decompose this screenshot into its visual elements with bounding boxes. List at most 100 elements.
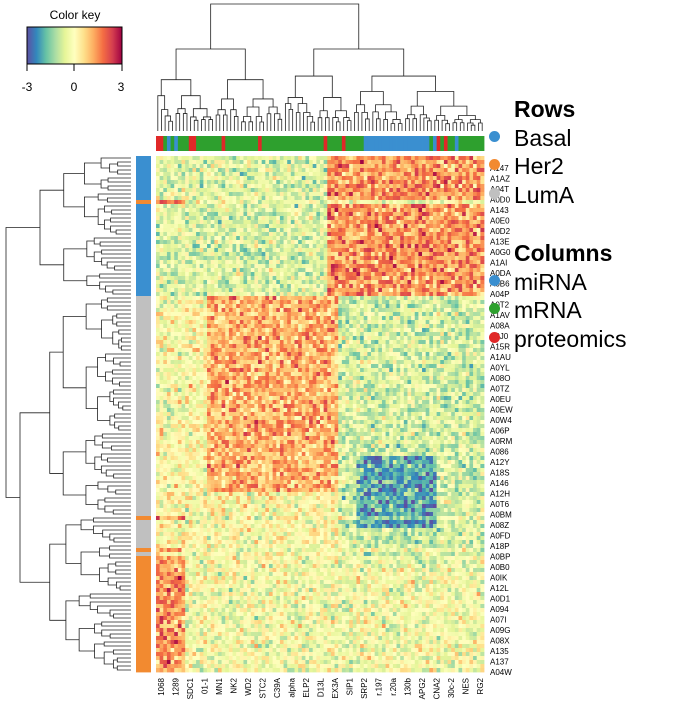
heatmap-cell <box>335 260 339 264</box>
heatmap-cell <box>353 168 357 172</box>
heatmap-cell <box>455 264 459 268</box>
heatmap-cell <box>418 172 422 176</box>
heatmap-cell <box>298 192 302 196</box>
heatmap-cell <box>407 356 411 360</box>
heatmap-cell <box>393 360 397 364</box>
heatmap-cell <box>411 260 415 264</box>
heatmap-cell <box>287 216 291 220</box>
heatmap-cell <box>156 340 160 344</box>
heatmap-cell <box>400 356 404 360</box>
heatmap-cell <box>225 240 229 244</box>
heatmap-cell <box>163 204 167 208</box>
heatmap-cell <box>298 308 302 312</box>
heatmap-cell <box>171 224 175 228</box>
heatmap-cell <box>262 336 266 340</box>
heatmap-cell <box>451 280 455 284</box>
heatmap-cell <box>251 340 255 344</box>
heatmap-cell <box>473 324 477 328</box>
heatmap-cell <box>437 200 441 204</box>
heatmap-cell <box>214 316 218 320</box>
heatmap-cell <box>247 284 251 288</box>
heatmap-cell <box>251 300 255 304</box>
heatmap-cell <box>284 312 288 316</box>
heatmap-cell <box>254 244 258 248</box>
heatmap-cell <box>222 272 226 276</box>
heatmap-cell <box>160 328 164 332</box>
heatmap-cell <box>254 164 258 168</box>
heatmap-cell <box>382 196 386 200</box>
heatmap-cell <box>305 348 309 352</box>
heatmap-cell <box>433 272 437 276</box>
heatmap-cell <box>291 340 295 344</box>
heatmap-cell <box>203 192 207 196</box>
heatmap-cell <box>353 196 357 200</box>
heatmap-cell <box>185 160 189 164</box>
heatmap-cell <box>211 368 215 372</box>
heatmap-cell <box>192 320 196 324</box>
heatmap-cell <box>196 224 200 228</box>
heatmap-cell <box>251 324 255 328</box>
heatmap-cell <box>247 240 251 244</box>
heatmap-cell <box>196 304 200 308</box>
heatmap-cell <box>466 228 470 232</box>
heatmap-cell <box>338 184 342 188</box>
heatmap-cell <box>156 360 160 364</box>
heatmap-cell <box>269 196 273 200</box>
heatmap-cell <box>382 372 386 376</box>
heatmap-cell <box>182 232 186 236</box>
heatmap-cell <box>437 336 441 340</box>
heatmap-cell <box>265 348 269 352</box>
heatmap-cell <box>163 260 167 264</box>
heatmap-cell <box>218 160 222 164</box>
heatmap-cell <box>247 292 251 296</box>
heatmap-cell <box>426 300 430 304</box>
heatmap-cell <box>200 196 204 200</box>
heatmap-cell <box>375 324 379 328</box>
heatmap-cell <box>182 280 186 284</box>
heatmap-cell <box>247 280 251 284</box>
heatmap-cell <box>455 200 459 204</box>
heatmap-cell <box>382 340 386 344</box>
heatmap-cell <box>236 188 240 192</box>
heatmap-cell <box>309 280 313 284</box>
heatmap-cell <box>254 300 258 304</box>
heatmap-cell <box>258 324 262 328</box>
heatmap-cell <box>466 208 470 212</box>
heatmap-cell <box>440 284 444 288</box>
heatmap-cell <box>229 216 233 220</box>
heatmap-cell <box>353 176 357 180</box>
heatmap-cell <box>240 352 244 356</box>
heatmap-cell <box>309 336 313 340</box>
heatmap-cell <box>225 320 229 324</box>
heatmap-cell <box>426 360 430 364</box>
heatmap-cell <box>429 204 433 208</box>
heatmap-cell <box>196 208 200 212</box>
heatmap-cell <box>291 268 295 272</box>
heatmap-cell <box>451 356 455 360</box>
heatmap-cell <box>258 180 262 184</box>
heatmap-cell <box>269 368 273 372</box>
heatmap-cell <box>254 376 258 380</box>
heatmap-cell <box>320 340 324 344</box>
heatmap-cell <box>265 336 269 340</box>
heatmap-cell <box>222 344 226 348</box>
heatmap-cell <box>302 284 306 288</box>
heatmap-cell <box>342 352 346 356</box>
heatmap-cell <box>415 336 419 340</box>
heatmap-cell <box>189 360 193 364</box>
heatmap-cell <box>294 196 298 200</box>
heatmap-cell <box>353 188 357 192</box>
heatmap-cell <box>331 284 335 288</box>
heatmap-cell <box>382 296 386 300</box>
heatmap-cell <box>254 312 258 316</box>
heatmap-cell <box>437 348 441 352</box>
heatmap-cell <box>243 356 247 360</box>
heatmap-cell <box>386 320 390 324</box>
heatmap-cell <box>382 200 386 204</box>
heatmap-cell <box>218 156 222 160</box>
heatmap-cell <box>426 200 430 204</box>
heatmap-cell <box>353 352 357 356</box>
heatmap-cell <box>393 284 397 288</box>
heatmap-cell <box>280 220 284 224</box>
heatmap-cell <box>367 208 371 212</box>
